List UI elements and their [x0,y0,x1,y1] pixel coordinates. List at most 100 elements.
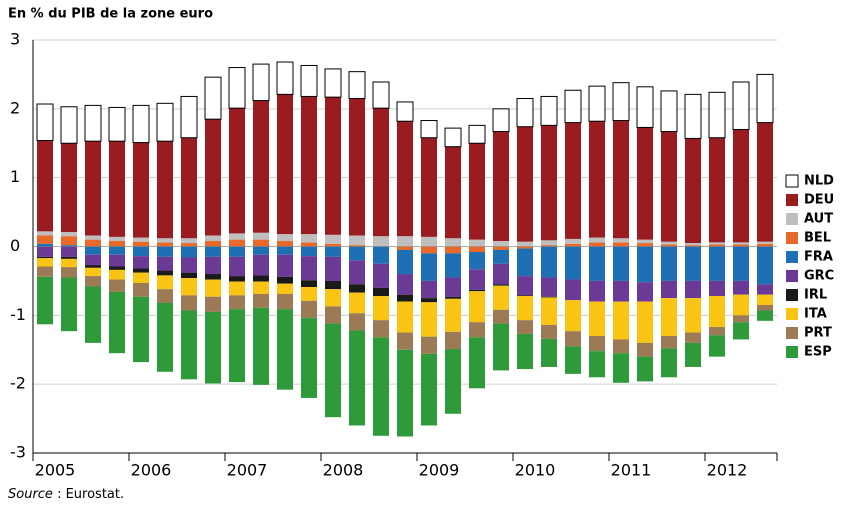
bar-segment [349,260,365,285]
bar-segment [37,258,53,267]
bar-segment [205,256,221,275]
bar-segment [517,320,533,334]
bar-segment [277,94,293,235]
bar-segment [733,294,749,316]
bar-segment [132,104,150,144]
bar-segment [37,266,53,277]
bar-segment [252,63,270,102]
bar-segment [589,237,605,243]
bar-segment [613,246,629,281]
y-tick-label: -3 [10,443,26,462]
legend-swatch [786,232,798,244]
bar-segment [133,282,149,297]
bar-segment [373,263,389,288]
bar-segment [445,349,461,414]
bar-segment [253,275,269,282]
bar-segment [541,125,557,241]
bar-segment [637,127,653,240]
bar-segment [109,269,125,280]
bar-segment [205,246,221,257]
bar-segment [660,90,678,133]
bar-segment [445,146,461,239]
bar-segment [589,351,605,378]
bar-segment [493,240,509,247]
bar-segment [277,254,293,277]
bar-segment [757,122,773,242]
bar-segment [709,137,725,243]
bar-segment [469,246,485,253]
bar-segment [708,91,726,139]
bar-segment [205,274,221,280]
bar-segment [61,232,77,237]
bar-segment [468,124,486,144]
bar-segment [205,235,221,241]
bar-segment [301,246,317,257]
bar-segment [469,322,485,338]
bar-segment [709,327,725,336]
bar-segment [733,322,749,340]
bar-segment [421,236,437,247]
bar-segment [613,339,629,354]
bar-segment [325,323,341,418]
legend-label: IRL [804,288,827,303]
bar-segment [349,330,365,426]
bar-segment [733,242,749,245]
bar-segment [205,311,221,384]
bar-segment [445,277,461,297]
bar-segment [373,236,389,247]
bar-segment [276,61,294,95]
bar-segment [517,276,533,296]
bar-segment [325,289,341,307]
legend-swatch [786,327,798,339]
bar-segment [492,108,510,133]
bar-segment [85,235,101,240]
bar-segment [564,89,582,124]
bar-segment [469,252,485,270]
legend-swatch [786,270,798,282]
bar-segment [277,240,293,247]
legend-label: FRA [804,250,833,265]
bar-segment [181,278,197,296]
bar-segment [61,277,77,332]
bar-segment [757,305,773,311]
bar-segment [637,246,653,283]
x-group-label: 2011 [611,461,652,480]
legend-swatch [786,346,798,358]
bar-segment [325,306,341,324]
bar-segment [61,245,77,247]
bar-segment [325,256,341,281]
bar-segment [612,82,630,122]
bar-segment [349,246,365,261]
bar-segment [277,246,293,255]
x-group-label: 2007 [227,461,268,480]
bar-segment [349,292,365,314]
bar-segment [421,298,437,303]
y-tick-label: 1 [10,167,20,186]
bar-segment [709,296,725,328]
bar-segment [397,332,413,350]
bar-segment [445,253,461,278]
legend-label: PRT [804,326,832,341]
bar-segment [445,298,461,332]
bar-segment [300,64,318,97]
bar-segment [349,245,365,247]
bar-segment [661,246,677,281]
bar-segment [37,140,53,232]
bar-segment [373,296,389,321]
bar-segment [253,293,269,308]
bar-segment [348,71,366,100]
bar-segment [37,235,53,244]
bar-segment [229,108,245,234]
bar-segment [37,246,53,257]
bar-segment [85,246,101,255]
bar-segment [181,272,197,279]
bar-segment [757,310,773,321]
bar-segment [181,238,197,244]
bar-segment [325,280,341,290]
bar-segment [109,240,125,247]
x-group-label: 2005 [35,461,76,480]
bar-segment [733,246,749,281]
bar-segment [301,96,317,235]
bar-segment [493,285,509,310]
bar-segment [541,277,557,297]
